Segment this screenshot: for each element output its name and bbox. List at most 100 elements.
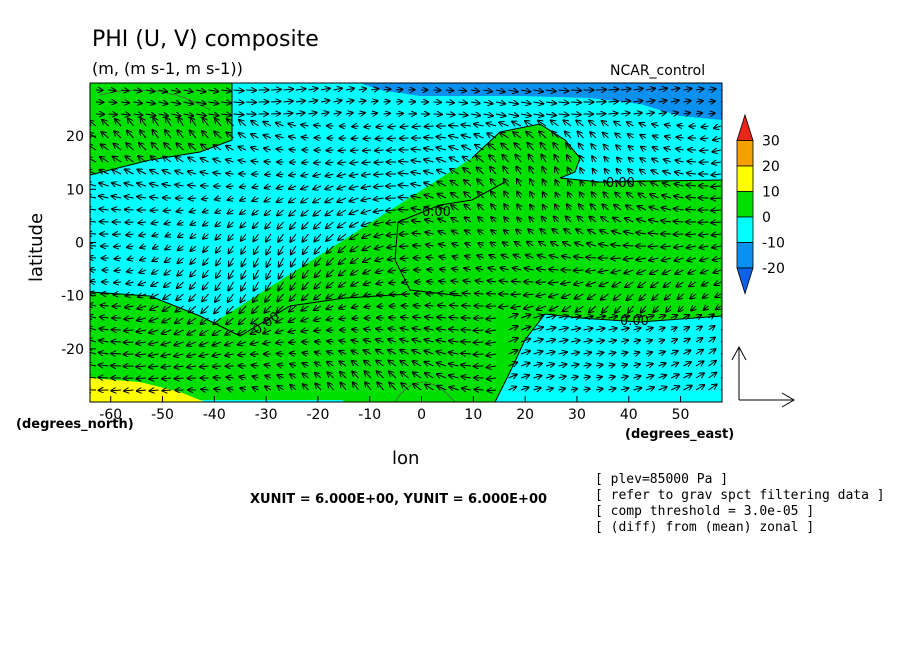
wind-vector: [325, 198, 334, 202]
wind-vector: [291, 245, 297, 254]
wind-vector: [676, 149, 684, 150]
colorbar-tick-label: -10: [762, 236, 785, 252]
wind-vector: [628, 134, 634, 138]
wind-vector: [233, 90, 244, 91]
wind-vector: [593, 169, 596, 174]
wind-vector: [683, 113, 691, 114]
wind-vector: [388, 270, 397, 272]
wind-vector: [602, 204, 609, 211]
wind-vector: [474, 134, 484, 138]
wind-vector: [327, 245, 334, 253]
wind-vector: [700, 150, 709, 151]
wind-vector: [276, 342, 284, 343]
wind-vector: [337, 198, 347, 202]
wind-vector: [253, 221, 259, 228]
wind-vector: [474, 389, 484, 390]
wind-vector: [170, 90, 180, 92]
wind-vector: [90, 145, 97, 151]
wind-vector: [620, 352, 627, 354]
wind-vector: [520, 315, 530, 318]
wind-vector: [100, 157, 109, 163]
wind-vector: [690, 294, 697, 299]
wind-vector: [377, 294, 384, 295]
wind-vector: [633, 89, 643, 91]
wind-vector: [670, 327, 677, 330]
wind-vector: [438, 231, 447, 234]
wind-vector: [225, 354, 234, 356]
wind-vector: [339, 361, 347, 366]
wind-vector: [289, 198, 297, 202]
wind-vector: [161, 354, 172, 356]
wind-vector: [395, 101, 402, 102]
wind-vector: [574, 257, 584, 259]
wind-vector: [537, 306, 547, 310]
wind-vector: [701, 138, 709, 139]
wind-vector: [478, 192, 484, 199]
wind-vector: [608, 316, 618, 318]
wind-vector: [190, 210, 197, 212]
wind-vector: [600, 282, 609, 286]
wind-vector: [375, 246, 384, 249]
wind-vector: [561, 282, 572, 284]
wind-vector: [601, 217, 609, 223]
wind-vector: [588, 293, 597, 299]
wind-vector: [604, 145, 609, 150]
wind-vector: [477, 255, 484, 258]
wind-vector: [190, 281, 197, 289]
wind-vector: [545, 340, 555, 342]
region-green-upper-left: [90, 83, 232, 175]
wind-vector: [127, 246, 134, 247]
wind-vector: [695, 101, 703, 102]
wind-vector: [251, 330, 259, 334]
wind-vector: [587, 282, 597, 286]
wind-vector: [295, 101, 305, 102]
wind-vector: [295, 89, 305, 90]
wind-vector: [203, 269, 209, 277]
wind-vector: [542, 167, 546, 175]
wind-vector: [301, 198, 309, 203]
info-line: [ refer to grav spct filtering data ]: [595, 488, 885, 503]
wind-vector: [627, 193, 634, 199]
wind-vector: [177, 269, 184, 276]
wind-vector: [339, 351, 347, 354]
wind-vector: [99, 183, 109, 186]
wind-vector: [545, 114, 556, 115]
wind-vector: [424, 351, 434, 354]
wind-vector: [604, 157, 608, 162]
wind-vector: [252, 305, 259, 313]
wind-vector: [125, 169, 134, 175]
wind-vector: [670, 88, 679, 90]
wind-vector: [352, 306, 359, 308]
wind-vector: [504, 179, 509, 187]
wind-vector: [529, 167, 533, 175]
wind-vector: [437, 317, 447, 318]
wind-vector: [605, 169, 609, 174]
wind-vector: [628, 169, 634, 174]
wind-vector: [158, 90, 168, 92]
wind-vector: [163, 184, 172, 186]
wind-vector: [538, 255, 547, 258]
wind-vector: [165, 130, 172, 139]
wind-vector: [661, 246, 672, 247]
wind-vector: [128, 118, 134, 127]
wind-vector: [339, 294, 347, 298]
wind-vector: [426, 294, 434, 295]
wind-vector: [289, 137, 297, 139]
wind-vector: [364, 340, 372, 342]
wind-vector: [438, 206, 447, 210]
wind-vector: [190, 257, 197, 264]
wind-vector: [283, 101, 293, 102]
wind-vector: [650, 194, 659, 198]
wind-vector: [499, 306, 509, 307]
wind-vector: [714, 126, 722, 128]
wind-vector: [289, 186, 297, 189]
x-tick-label: 30: [568, 407, 586, 423]
wind-vector: [601, 293, 609, 300]
wind-vector: [699, 246, 709, 248]
wind-vector: [238, 354, 247, 355]
wind-vector: [508, 102, 518, 104]
wind-vector: [652, 124, 659, 126]
chart-title: PHI (U, V) composite: [92, 27, 319, 52]
wind-vector: [525, 268, 534, 270]
wind-vector: [545, 90, 556, 91]
